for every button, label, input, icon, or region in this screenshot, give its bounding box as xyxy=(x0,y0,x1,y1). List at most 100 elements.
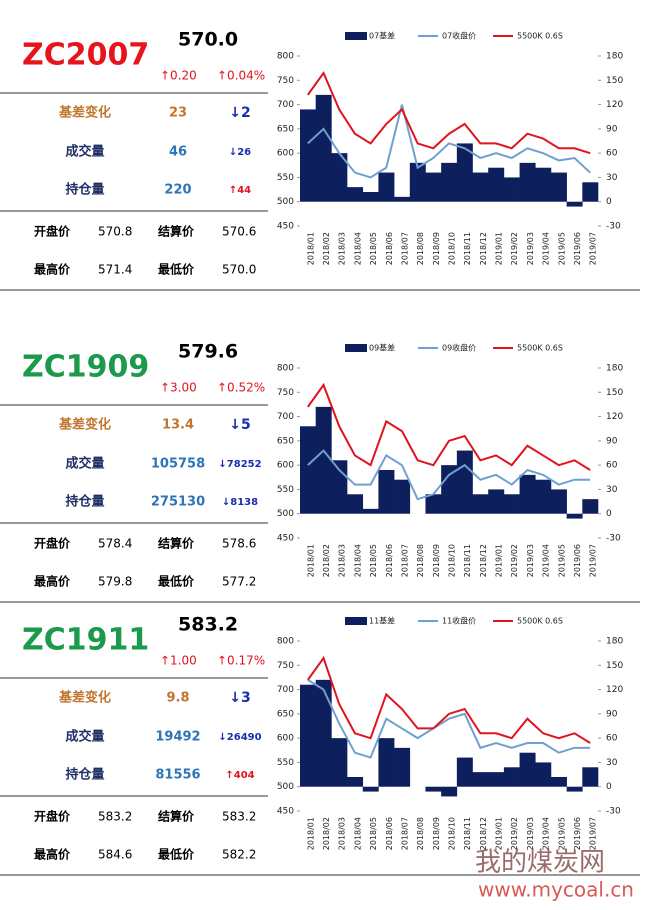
y2-tick-label: 0 xyxy=(606,782,612,792)
x-tick-label: 2018/10 xyxy=(448,544,457,577)
basis-area xyxy=(300,684,316,787)
row-delta: ↓26490 xyxy=(218,732,261,743)
basis-area xyxy=(331,153,348,202)
legend-label: 11收盘价 xyxy=(442,616,476,626)
basis-area xyxy=(488,772,505,787)
x-tick-label: 2019/07 xyxy=(589,232,598,265)
basis-area xyxy=(394,747,411,787)
basis-area xyxy=(347,777,364,787)
basis-area xyxy=(535,167,552,202)
price-line xyxy=(307,70,591,155)
stat-label: 最低价 xyxy=(158,847,195,862)
stat-value: 570.0 xyxy=(222,263,256,277)
y2-tick-label: 120 xyxy=(606,100,623,110)
y-tick-label: 600 xyxy=(277,461,294,471)
row-label: 成交量 xyxy=(65,144,104,160)
y2-tick-label: -30 xyxy=(606,222,621,232)
stat-value: 583.2 xyxy=(222,810,256,824)
x-tick-label: 2018/12 xyxy=(479,232,488,265)
row-delta: ↑44 xyxy=(229,185,251,196)
change-pct: ↑0.52% xyxy=(217,381,265,395)
y2-tick-label: 150 xyxy=(606,76,623,86)
x-tick-label: 2019/04 xyxy=(542,817,551,850)
y-tick-label: 450 xyxy=(277,222,294,232)
x-tick-label: 2018/12 xyxy=(479,817,488,850)
x-tick-label: 2018/02 xyxy=(322,232,331,265)
basis-area xyxy=(503,177,520,202)
row-value: 13.4 xyxy=(162,418,194,433)
y-tick-label: 700 xyxy=(277,685,294,695)
basis-area xyxy=(582,499,599,514)
row-value: 275130 xyxy=(151,495,205,510)
basis-area xyxy=(441,786,458,797)
x-tick-label: 2019/03 xyxy=(526,232,535,265)
x-tick-label: 2018/02 xyxy=(322,817,331,850)
change: ↑1.00 xyxy=(160,654,197,668)
basis-area xyxy=(378,470,395,514)
row-value: 19492 xyxy=(155,730,200,745)
y2-tick-label: -30 xyxy=(606,534,621,544)
y2-tick-label: 90 xyxy=(606,124,618,134)
stat-label: 开盘价 xyxy=(34,224,71,239)
y-tick-label: 550 xyxy=(277,758,294,768)
change: ↑3.00 xyxy=(160,381,197,395)
x-tick-label: 2018/01 xyxy=(306,232,315,265)
basis-area xyxy=(347,494,364,514)
basis-area xyxy=(519,752,536,787)
stat-value: 578.6 xyxy=(222,537,256,551)
x-tick-label: 2018/03 xyxy=(338,817,347,850)
basis-area xyxy=(519,162,536,202)
y-tick-label: 500 xyxy=(277,509,294,519)
x-tick-label: 2018/08 xyxy=(416,544,425,577)
y2-tick-label: 0 xyxy=(606,509,612,519)
x-tick-label: 2018/09 xyxy=(432,232,441,265)
basis-area xyxy=(347,187,364,202)
stat-value: 577.2 xyxy=(222,575,256,589)
x-tick-label: 2018/10 xyxy=(448,817,457,850)
stat-value: 579.8 xyxy=(98,575,132,589)
basis-area xyxy=(519,474,536,514)
x-tick-label: 2018/06 xyxy=(385,232,394,265)
x-tick-label: 2018/03 xyxy=(338,232,347,265)
y2-tick-label: 60 xyxy=(606,461,618,471)
y-tick-label: 450 xyxy=(277,807,294,817)
basis-area xyxy=(378,172,395,202)
x-tick-label: 2019/01 xyxy=(495,232,504,265)
y2-tick-label: -30 xyxy=(606,807,621,817)
x-tick-label: 2018/04 xyxy=(353,232,362,265)
x-tick-label: 2018/07 xyxy=(400,544,409,577)
y-tick-label: 650 xyxy=(277,436,294,446)
x-tick-label: 2018/06 xyxy=(385,817,394,850)
row-label: 持仓量 xyxy=(65,182,104,198)
price: 579.6 xyxy=(178,341,238,363)
basis-area xyxy=(488,489,505,514)
x-tick-label: 2019/04 xyxy=(542,232,551,265)
stat-label: 最低价 xyxy=(158,574,195,589)
price: 570.0 xyxy=(178,29,238,51)
row-delta: ↓2 xyxy=(229,105,250,121)
change: ↑0.20 xyxy=(160,69,197,83)
legend-label: 5500K 0.6S xyxy=(517,32,563,41)
y-tick-label: 650 xyxy=(277,124,294,134)
row-value: 220 xyxy=(164,183,191,198)
basis-area xyxy=(566,786,583,792)
stat-value: 570.6 xyxy=(222,225,256,239)
stat-label: 结算价 xyxy=(158,224,195,239)
x-tick-label: 2018/03 xyxy=(338,544,347,577)
y2-tick-label: 90 xyxy=(606,436,618,446)
price-line xyxy=(307,382,591,471)
basis-area xyxy=(362,508,379,514)
basis-area xyxy=(331,460,348,514)
x-tick-label: 2018/11 xyxy=(463,232,472,265)
y-tick-label: 500 xyxy=(277,782,294,792)
basis-area xyxy=(394,196,411,202)
row-label: 持仓量 xyxy=(65,494,104,510)
x-tick-label: 2018/10 xyxy=(448,232,457,265)
stat-value: 571.4 xyxy=(98,263,132,277)
x-tick-label: 2019/01 xyxy=(495,817,504,850)
x-tick-label: 2018/11 xyxy=(463,544,472,577)
basis-area xyxy=(550,777,567,787)
basis-area xyxy=(503,494,520,514)
y2-tick-label: 150 xyxy=(606,388,623,398)
